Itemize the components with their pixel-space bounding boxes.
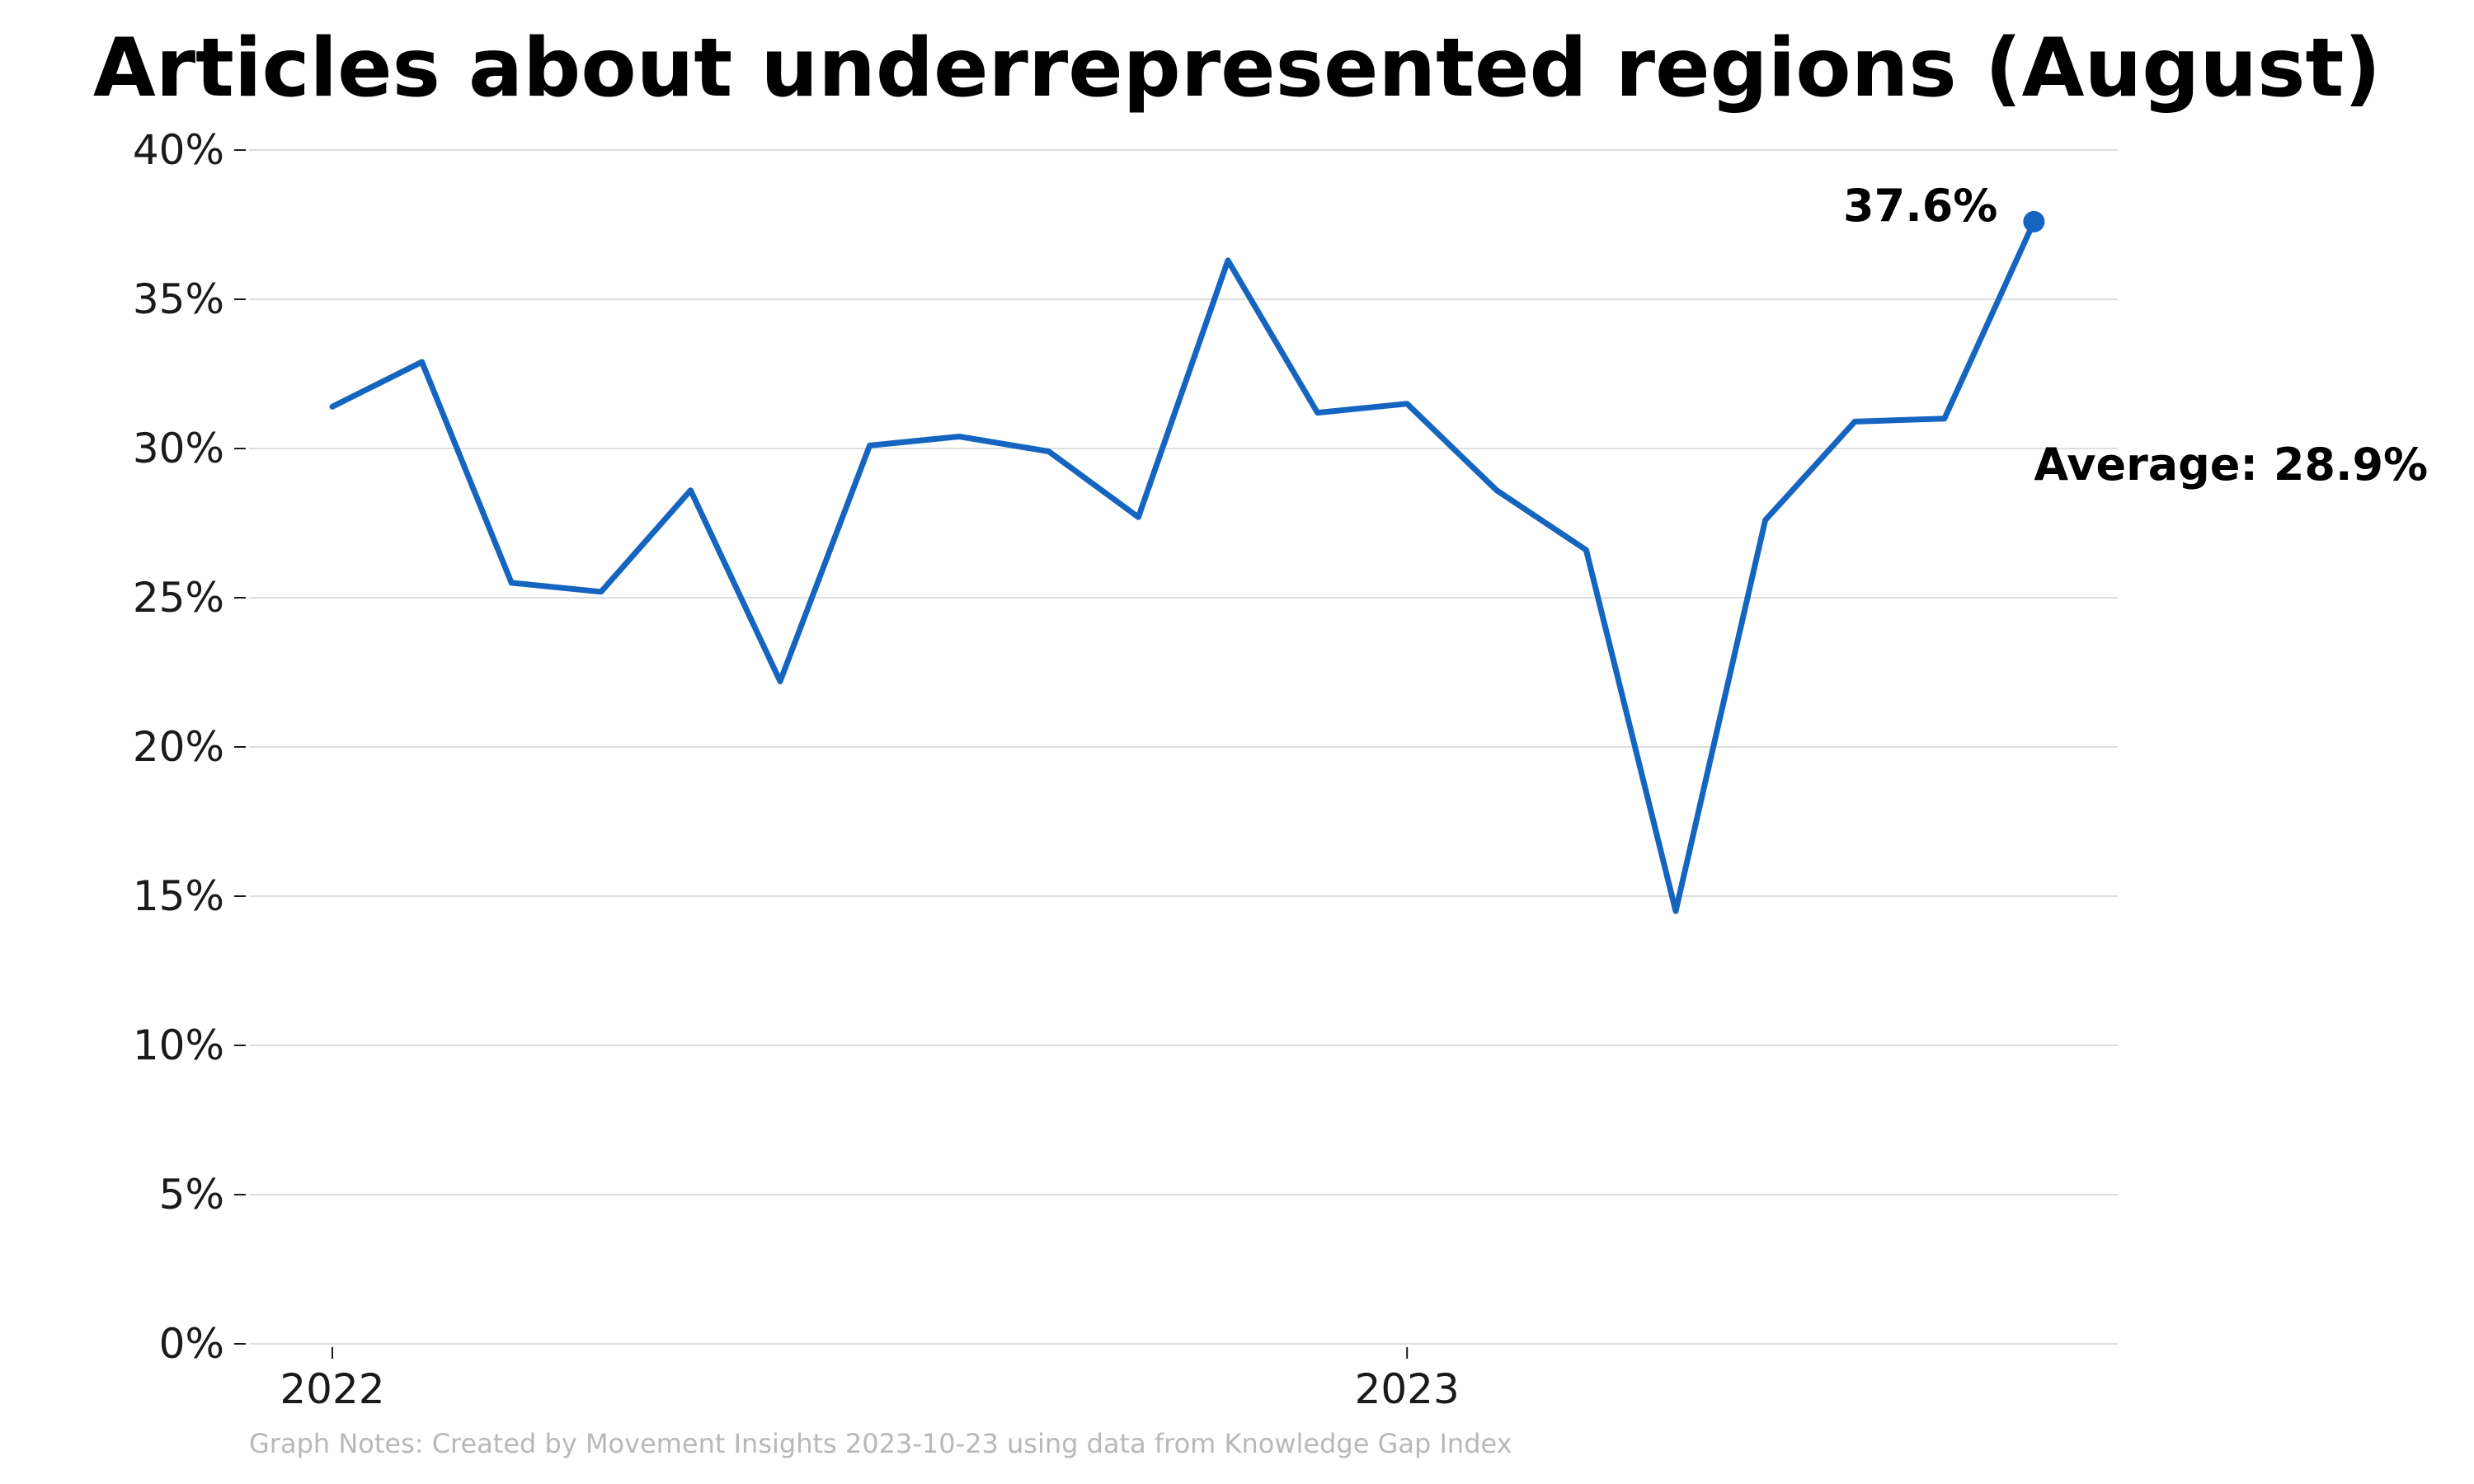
y-tick-label: 10% (133, 1021, 224, 1069)
y-tick-label: 15% (133, 872, 224, 920)
y-tick-label: 30% (133, 425, 224, 472)
x-axis: 2022 2023 (280, 1347, 1460, 1413)
y-tick-label: 40% (133, 126, 224, 174)
chart-title: Articles about underrepresented regions … (93, 21, 2381, 115)
y-tick-label: 20% (133, 723, 224, 771)
grid-lines (249, 149, 2118, 1345)
last-value-label: 37.6% (1843, 180, 1997, 232)
average-label: Average: 28.9% (2034, 439, 2428, 491)
y-tick-label: 35% (133, 275, 224, 323)
series-layer (329, 210, 2045, 914)
x-tick-label: 2023 (1355, 1365, 1460, 1413)
y-axis: 0% 5% 10% 15% 20% 25% 30% 35% 40% (133, 126, 246, 1368)
x-tick-label: 2022 (280, 1365, 384, 1413)
y-tick-label: 25% (133, 574, 224, 622)
graph-notes: Graph Notes: Created by Movement Insight… (249, 1428, 1512, 1459)
y-tick-label: 0% (159, 1320, 224, 1368)
series-line (329, 218, 2037, 914)
y-tick-label: 5% (159, 1171, 224, 1219)
last-point-marker (2023, 210, 2045, 232)
